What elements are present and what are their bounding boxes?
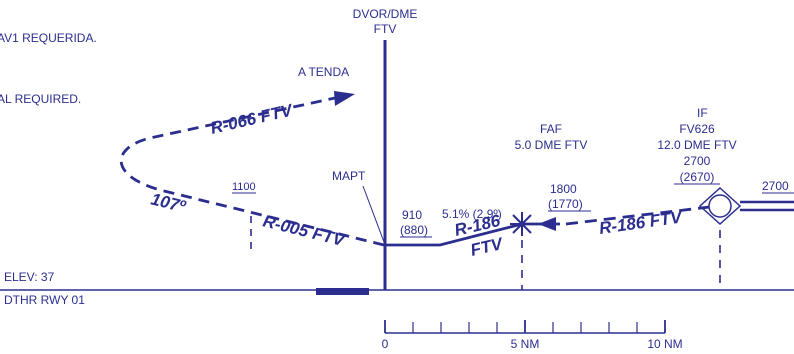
if-name: IF — [697, 106, 708, 120]
scale-ticks — [384, 320, 666, 333]
navaid-name: DVOR/DME — [353, 7, 418, 21]
note-requerida: AV1 REQUERIDA. — [0, 31, 97, 45]
alt-1100: 1100 — [232, 181, 256, 193]
faf-alt: 1800 — [550, 182, 577, 196]
if-hat: (2670) — [680, 170, 715, 184]
if-diamond — [698, 186, 742, 226]
a-tenda-label: A TENDA — [298, 65, 349, 79]
mapt-alt: 910 — [402, 208, 422, 222]
course-r005: R-005 FTV — [261, 211, 348, 250]
course-r066: R-066 FTV — [209, 100, 296, 138]
faf-hat: (1770) — [548, 197, 583, 211]
if-circle — [708, 194, 732, 218]
scale-label-5: 5 NM — [511, 337, 540, 351]
course-r186-inbound: R-186 FTV — [598, 207, 685, 238]
scale-label-10: 10 NM — [647, 337, 682, 351]
course-r186-bot: FTV — [469, 234, 506, 260]
mapt-label: MAPT — [332, 169, 366, 183]
faf-marker-d2 — [512, 214, 532, 234]
faf-name: FAF — [540, 122, 562, 136]
if-id: FV626 — [679, 122, 715, 136]
mapt-leader — [362, 185, 385, 243]
final-approach-arrow — [538, 217, 556, 231]
if-alt: 2700 — [684, 154, 711, 168]
elev-label: ELEV: 37 — [4, 270, 55, 284]
faf-dist: 5.0 DME FTV — [515, 138, 588, 152]
intermediate-path — [565, 204, 719, 226]
scale-label-0: 0 — [382, 337, 389, 351]
right-alt: 2700 — [762, 179, 789, 193]
navaid-ident: FTV — [374, 22, 397, 36]
dthr-label: DTHR RWY 01 — [4, 293, 85, 307]
runway-bar — [316, 288, 369, 295]
if-dist: 12.0 DME FTV — [657, 138, 736, 152]
missed-approach-arrow — [334, 91, 355, 106]
faf-gradient: 5.1% (2.9º) — [442, 207, 502, 221]
note-required: AL REQUIRED. — [0, 92, 81, 106]
mapt-hat: (880) — [400, 223, 428, 237]
course-turn: 107º — [149, 189, 188, 216]
missed-approach-path — [119, 96, 385, 247]
